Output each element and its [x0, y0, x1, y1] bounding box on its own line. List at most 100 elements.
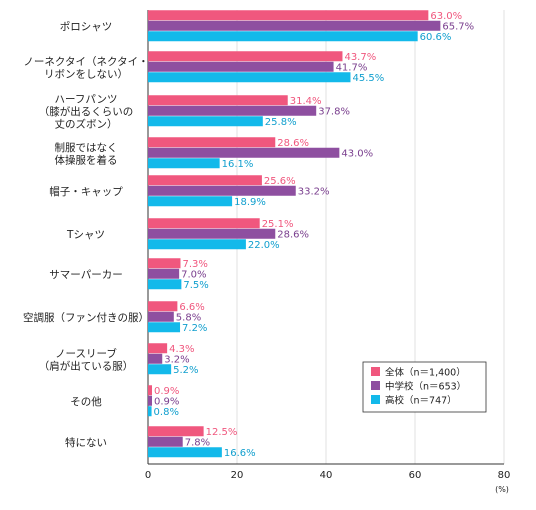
data-label: 43.7% — [344, 52, 376, 63]
data-label: 5.8% — [176, 312, 201, 323]
legend-label: 中学校（n＝653） — [385, 381, 466, 393]
category-label: 丈のズボン） — [55, 118, 118, 131]
tick-label: 80 — [498, 470, 511, 481]
data-label: 0.9% — [154, 396, 179, 407]
data-label: 0.8% — [154, 407, 179, 418]
category-label: （肩が出ている服） — [39, 359, 134, 372]
category-label: 体操服を着る — [55, 153, 118, 166]
category-label: 空調服（ファン付きの服） — [23, 311, 149, 324]
bar — [148, 385, 153, 396]
category-label: 帽子・キャップ — [49, 185, 123, 198]
category-label: ノースリーブ — [55, 347, 117, 360]
data-label: 37.8% — [318, 106, 350, 117]
x-unit-label: (%) — [495, 485, 509, 494]
legend: 全体（n＝1,400） 中学校（n＝653） 高校（n＝747） — [362, 361, 487, 413]
bar — [148, 10, 429, 21]
data-label: 65.7% — [442, 21, 474, 32]
category-label: その他 — [70, 395, 102, 408]
bar — [148, 395, 153, 406]
data-label: 25.1% — [262, 219, 294, 230]
data-label: 31.4% — [290, 96, 322, 107]
data-label: 4.3% — [169, 344, 194, 355]
data-label: 12.5% — [206, 427, 238, 438]
bar — [148, 343, 168, 354]
data-label: 7.2% — [182, 323, 207, 334]
bar — [148, 279, 182, 290]
legend-label: 高校（n＝747） — [385, 395, 457, 407]
category-label: ハーフパンツ — [55, 94, 118, 106]
legend-box — [362, 361, 487, 413]
bar — [148, 137, 276, 148]
data-label: 33.2% — [298, 186, 330, 197]
category-label: ポロシャツ — [60, 21, 113, 33]
bars — [148, 10, 441, 458]
data-label: 16.6% — [224, 448, 256, 459]
bar — [148, 322, 181, 333]
data-label: 43.0% — [341, 148, 373, 159]
data-label: 45.5% — [352, 73, 384, 84]
data-label: 5.2% — [173, 365, 198, 376]
bar — [148, 258, 181, 269]
data-label: 0.9% — [154, 386, 179, 397]
category-label: サマーパーカー — [49, 269, 122, 281]
tick-label: 20 — [231, 470, 244, 481]
bar — [148, 158, 220, 169]
bar — [148, 31, 418, 42]
value-labels: 63.0%65.7%60.6% 43.7%41.7%45.5% 31.4%37.8%… — [154, 11, 475, 459]
category-label: 特にない — [65, 437, 107, 449]
data-label: 63.0% — [430, 11, 462, 22]
bar — [148, 301, 178, 312]
bar — [148, 51, 343, 62]
data-label: 7.8% — [185, 437, 210, 448]
bar — [148, 353, 163, 364]
bar — [148, 175, 262, 186]
bar — [148, 364, 172, 375]
tick-label: 40 — [320, 470, 333, 481]
x-axis: 0 20 40 60 80 (%) — [145, 463, 511, 494]
bar — [148, 185, 296, 196]
bar — [148, 196, 233, 207]
bar — [148, 436, 183, 447]
data-label: 60.6% — [420, 32, 452, 43]
data-label: 7.3% — [182, 259, 207, 270]
bar — [148, 61, 334, 72]
data-label: 25.6% — [264, 176, 296, 187]
category-label: ノーネクタイ（ネクタイ・ — [23, 56, 148, 68]
data-label: 7.0% — [181, 269, 206, 280]
data-label: 22.0% — [248, 240, 280, 251]
category-label: リボンをしない） — [44, 68, 128, 80]
category-label: Tシャツ — [66, 229, 105, 241]
data-label: 25.8% — [265, 117, 297, 128]
bar — [148, 239, 246, 250]
bar — [148, 20, 441, 31]
data-label: 6.6% — [179, 302, 204, 313]
bar — [148, 116, 263, 127]
legend-swatch — [371, 395, 380, 404]
legend-swatch — [371, 381, 380, 390]
category-label: （膝が出るくらいの — [39, 105, 134, 118]
bar — [148, 147, 340, 158]
legend-swatch — [371, 367, 380, 376]
bar — [148, 447, 222, 458]
data-label: 16.1% — [222, 159, 254, 170]
legend-label: 全体（n＝1,400） — [385, 367, 466, 379]
tick-label: 0 — [145, 470, 151, 481]
data-label: 7.5% — [183, 280, 208, 291]
data-label: 41.7% — [336, 62, 368, 73]
data-label: 3.2% — [164, 354, 189, 365]
data-label: 28.6% — [277, 229, 309, 240]
bar — [148, 95, 288, 106]
bar — [148, 228, 276, 239]
data-label: 18.9% — [234, 197, 266, 208]
bar — [148, 268, 180, 279]
tick-label: 60 — [409, 470, 422, 481]
bar — [148, 406, 152, 417]
bar — [148, 105, 317, 116]
bar — [148, 311, 174, 322]
bar — [148, 72, 351, 83]
data-label: 28.6% — [277, 138, 309, 149]
bar — [148, 426, 204, 437]
bar — [148, 218, 260, 229]
